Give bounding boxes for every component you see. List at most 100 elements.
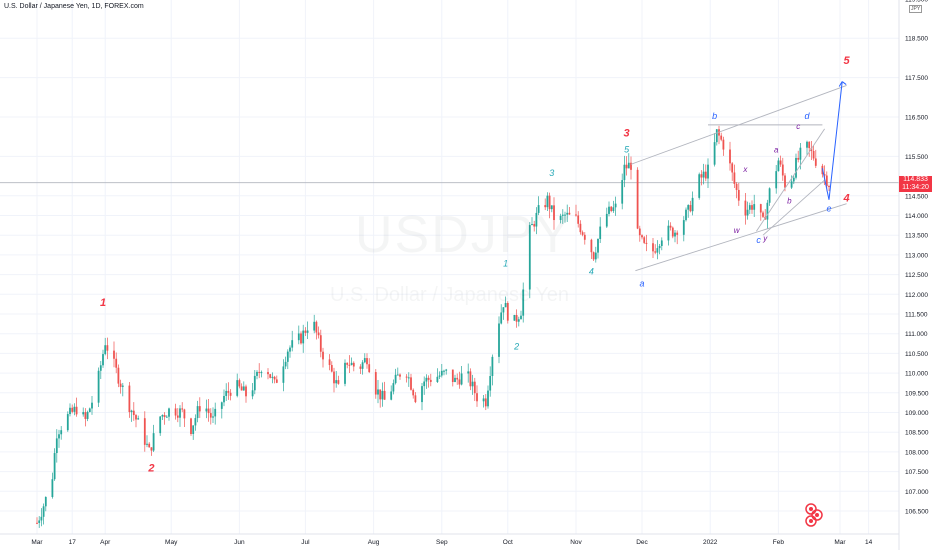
candle-body [610, 206, 613, 212]
price-tick-label: 119.500 [905, 0, 928, 3]
projection-arrow [828, 81, 843, 200]
candle-body [451, 369, 454, 382]
candle-body [733, 172, 736, 184]
candle-body [315, 321, 318, 333]
candle-body [163, 415, 166, 418]
candles [36, 125, 830, 528]
candle-body [302, 330, 305, 344]
candle-body [60, 430, 63, 435]
candle-body [656, 248, 659, 253]
candle-body [715, 129, 718, 143]
candle-body [75, 406, 78, 415]
wave-label-teal: 3 [549, 168, 554, 178]
candle-body [179, 408, 181, 418]
candle-body [399, 374, 401, 377]
candle-body [282, 366, 285, 383]
candle-body [190, 418, 192, 435]
candle-body [566, 212, 569, 215]
wave-label-red: 3 [624, 128, 630, 140]
candle-body [731, 163, 734, 173]
candle-body [698, 174, 701, 198]
wave-label-red: 4 [843, 193, 850, 205]
candle-body [458, 379, 461, 385]
candle-body [583, 234, 586, 240]
candle-body [132, 410, 135, 416]
candle-body [273, 376, 276, 380]
price-tick-label: 116.500 [905, 115, 928, 122]
price-tick-label: 115.500 [905, 154, 928, 161]
candle-body [707, 164, 709, 179]
candle-body [482, 398, 485, 402]
candle-body [229, 392, 232, 396]
candle-body [115, 358, 118, 368]
candle-body [766, 202, 769, 220]
candle-body [460, 373, 463, 385]
candle-body [300, 333, 302, 344]
time-tick-label: Mar [31, 539, 43, 546]
candle-body [346, 362, 349, 365]
candle-body [44, 497, 47, 507]
candle-body [806, 141, 808, 148]
candle-body [559, 215, 562, 221]
candle-body [421, 386, 423, 403]
wave-label-red: 2 [147, 463, 154, 475]
time-tick-label: 2022 [703, 539, 718, 546]
candle-body [658, 245, 661, 249]
candle-body [548, 195, 551, 210]
candle-body [40, 516, 43, 521]
price-tick-label: 111.000 [905, 331, 928, 338]
candle-body [484, 398, 487, 407]
time-tick-label: Feb [773, 539, 785, 546]
candle-body [289, 347, 291, 352]
candle-body [790, 181, 793, 188]
candle-body [363, 358, 366, 363]
candle-body [212, 416, 214, 418]
candle-body [84, 412, 87, 419]
candle-body [553, 205, 555, 221]
candle-body [667, 225, 670, 241]
candle-body [286, 351, 289, 362]
candle-body [797, 157, 800, 160]
candle-body [579, 223, 582, 233]
candle-body [284, 361, 287, 367]
candle-body [423, 381, 426, 387]
candle-body [337, 380, 340, 384]
chart-title: U.S. Dollar / Japanese Yen, 1D, FOREX.co… [4, 3, 144, 10]
price-tick-label: 118.500 [905, 36, 928, 43]
chart-grid [0, 0, 899, 534]
candle-body [641, 235, 643, 238]
candle-body [130, 410, 133, 413]
candle-body [491, 356, 494, 377]
candle-body [689, 205, 692, 212]
time-axis[interactable]: Mar 17 Apr May Jun Jul Aug Sep Oct Nov Dec 2022 Feb M… [31, 539, 872, 546]
candle-body [504, 303, 507, 308]
candle-body [546, 195, 549, 208]
candle-body [113, 350, 115, 359]
candle-body [577, 215, 580, 224]
candle-body [38, 520, 41, 523]
candle-body [795, 157, 797, 178]
candle-body [71, 407, 74, 412]
candle-body [781, 164, 784, 176]
candle-body [405, 376, 408, 378]
candle-body [119, 383, 122, 387]
candle-body [412, 389, 415, 396]
candle-body [528, 225, 531, 290]
candle-body [194, 418, 197, 426]
price-tick-label: 108.000 [905, 449, 929, 456]
wave-label-red: 1 [100, 297, 106, 309]
time-tick-label: May [165, 539, 178, 546]
tradingview-logo-icon[interactable] [803, 501, 825, 529]
candle-body [348, 364, 351, 366]
candle-body [159, 416, 162, 434]
candle-body [625, 164, 628, 169]
candle-body [473, 381, 476, 394]
price-tick-label: 107.000 [905, 489, 929, 496]
candle-body [751, 205, 753, 210]
candle-body [467, 371, 470, 374]
price-axis[interactable]: 119.500 118.500 117.500 116.500 115.500 114.5… [905, 0, 929, 516]
candle-body [333, 371, 335, 384]
candle-body [779, 160, 782, 165]
candle-body [682, 220, 685, 235]
